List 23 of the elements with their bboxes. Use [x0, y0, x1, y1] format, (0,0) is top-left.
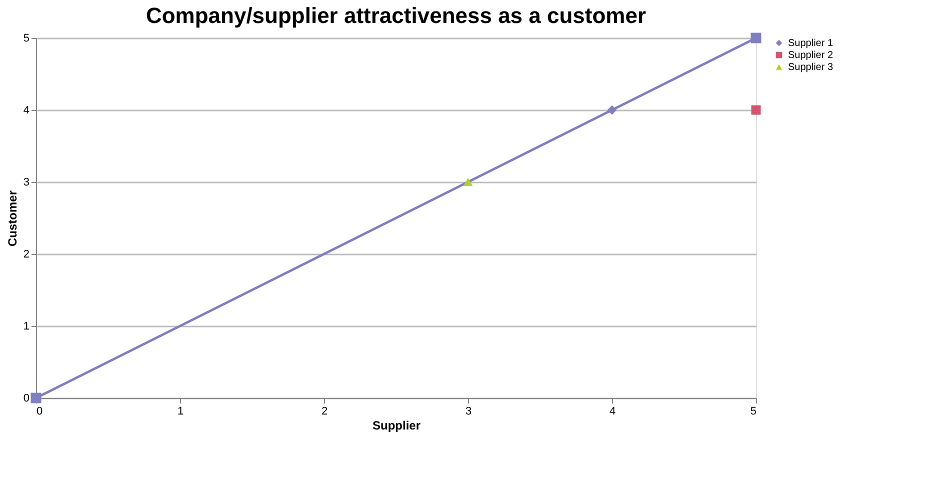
chart-title: Company/supplier attractiveness as a customer	[146, 3, 646, 28]
x-tick-label: 1	[177, 406, 184, 418]
legend-label: Supplier 2	[788, 50, 834, 61]
point	[30, 392, 42, 404]
y-tick-label: 1	[23, 320, 30, 332]
x-tick-label: 0	[36, 406, 43, 418]
y-axis-title: Customer	[5, 190, 20, 247]
x-tick-label: 2	[321, 406, 328, 418]
x-tick-label: 5	[750, 406, 756, 418]
point	[751, 105, 761, 115]
x-axis-title: Supplier	[372, 418, 421, 432]
y-tick-label: 0	[23, 392, 30, 404]
point	[750, 32, 762, 44]
y-tick-label: 3	[23, 176, 30, 188]
x-tick-label: 4	[609, 406, 616, 418]
x-tick-label: 3	[465, 406, 472, 418]
y-tick-label: 2	[23, 248, 30, 260]
point	[607, 105, 617, 115]
y-tick-label: 5	[23, 32, 30, 44]
point	[463, 178, 473, 186]
legend-label: Supplier 1	[788, 38, 834, 49]
y-tick-label: 4	[23, 104, 30, 116]
legend-label: Supplier 3	[788, 62, 834, 73]
